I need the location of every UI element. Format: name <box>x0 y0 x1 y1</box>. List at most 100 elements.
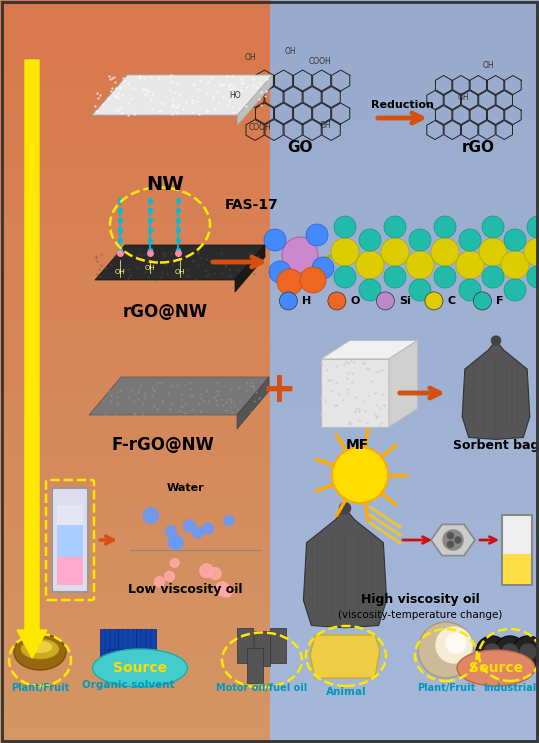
Bar <box>136 629 156 661</box>
Circle shape <box>418 622 474 678</box>
Bar <box>270 628 286 663</box>
Circle shape <box>183 519 196 532</box>
Circle shape <box>216 582 230 596</box>
Circle shape <box>512 636 539 668</box>
Circle shape <box>334 216 356 238</box>
Text: COOH: COOH <box>309 57 331 67</box>
Bar <box>237 628 253 663</box>
Circle shape <box>332 447 388 503</box>
Text: OH: OH <box>457 94 469 103</box>
Circle shape <box>224 516 234 525</box>
Circle shape <box>381 238 409 266</box>
Bar <box>108 649 128 681</box>
Polygon shape <box>89 377 269 415</box>
Bar <box>118 629 138 661</box>
Circle shape <box>279 292 298 310</box>
Circle shape <box>434 216 456 238</box>
Polygon shape <box>303 508 386 628</box>
Text: Si: Si <box>399 296 411 306</box>
Text: COOH: COOH <box>248 123 271 132</box>
Circle shape <box>502 644 518 660</box>
Circle shape <box>459 279 481 301</box>
Bar <box>57 557 83 585</box>
Bar <box>254 631 270 666</box>
Text: C: C <box>448 296 456 306</box>
Circle shape <box>524 238 539 266</box>
Text: OH: OH <box>115 269 125 275</box>
Text: F-rGO@NW: F-rGO@NW <box>112 436 215 454</box>
Circle shape <box>436 627 472 663</box>
Ellipse shape <box>27 641 52 653</box>
Circle shape <box>484 644 500 660</box>
Circle shape <box>203 523 213 534</box>
Bar <box>503 554 531 584</box>
Circle shape <box>520 644 536 660</box>
Polygon shape <box>321 340 418 359</box>
Polygon shape <box>95 245 265 280</box>
Circle shape <box>473 292 492 310</box>
Ellipse shape <box>14 634 66 670</box>
Text: Plant/Fruit: Plant/Fruit <box>417 683 475 693</box>
Bar <box>247 648 263 683</box>
FancyBboxPatch shape <box>52 488 88 592</box>
Circle shape <box>306 224 328 246</box>
Circle shape <box>425 292 443 310</box>
Circle shape <box>264 229 286 251</box>
Circle shape <box>331 238 359 266</box>
Circle shape <box>527 266 539 288</box>
Circle shape <box>501 251 529 279</box>
Ellipse shape <box>93 649 188 687</box>
Circle shape <box>409 279 431 301</box>
Polygon shape <box>238 75 273 125</box>
Text: rGO@NW: rGO@NW <box>122 303 208 321</box>
FancyArrow shape <box>17 60 47 658</box>
Bar <box>100 629 120 661</box>
Text: Animal: Animal <box>326 687 367 697</box>
Text: FAS-17: FAS-17 <box>225 198 279 212</box>
Circle shape <box>459 229 481 251</box>
Text: OH: OH <box>284 48 296 56</box>
Circle shape <box>282 237 318 273</box>
Ellipse shape <box>457 650 535 686</box>
Circle shape <box>356 251 384 279</box>
Circle shape <box>406 251 434 279</box>
Polygon shape <box>235 245 265 292</box>
Text: rGO: rGO <box>461 140 494 155</box>
Polygon shape <box>310 635 380 678</box>
Text: Source: Source <box>469 661 523 675</box>
Circle shape <box>170 559 179 567</box>
Circle shape <box>455 537 461 543</box>
Circle shape <box>476 636 508 668</box>
Text: O: O <box>351 296 360 306</box>
Text: Water: Water <box>166 483 204 493</box>
Text: OH: OH <box>144 265 155 271</box>
Circle shape <box>359 229 381 251</box>
Circle shape <box>155 577 164 587</box>
Polygon shape <box>93 75 273 115</box>
Polygon shape <box>93 75 273 115</box>
Circle shape <box>446 633 466 653</box>
Text: OH: OH <box>175 269 185 275</box>
Text: Plant/Fruit: Plant/Fruit <box>11 683 69 693</box>
Circle shape <box>492 336 501 345</box>
Circle shape <box>504 229 526 251</box>
Text: H: H <box>302 296 312 306</box>
Circle shape <box>434 266 456 288</box>
Circle shape <box>482 266 504 288</box>
Circle shape <box>479 238 507 266</box>
Text: Source: Source <box>113 661 167 675</box>
Text: Sorbent bag: Sorbent bag <box>453 438 539 452</box>
Text: Industrial: Industrial <box>483 683 537 693</box>
Ellipse shape <box>21 639 59 659</box>
Circle shape <box>376 292 395 310</box>
Circle shape <box>165 571 175 581</box>
Circle shape <box>443 530 463 550</box>
Circle shape <box>269 261 291 283</box>
Bar <box>502 515 532 585</box>
Bar <box>57 525 83 557</box>
Text: OH: OH <box>244 53 256 62</box>
Circle shape <box>165 526 176 536</box>
Text: F: F <box>496 296 504 306</box>
Polygon shape <box>237 377 269 429</box>
Text: Motor oil/fuel oil: Motor oil/fuel oil <box>216 683 308 693</box>
